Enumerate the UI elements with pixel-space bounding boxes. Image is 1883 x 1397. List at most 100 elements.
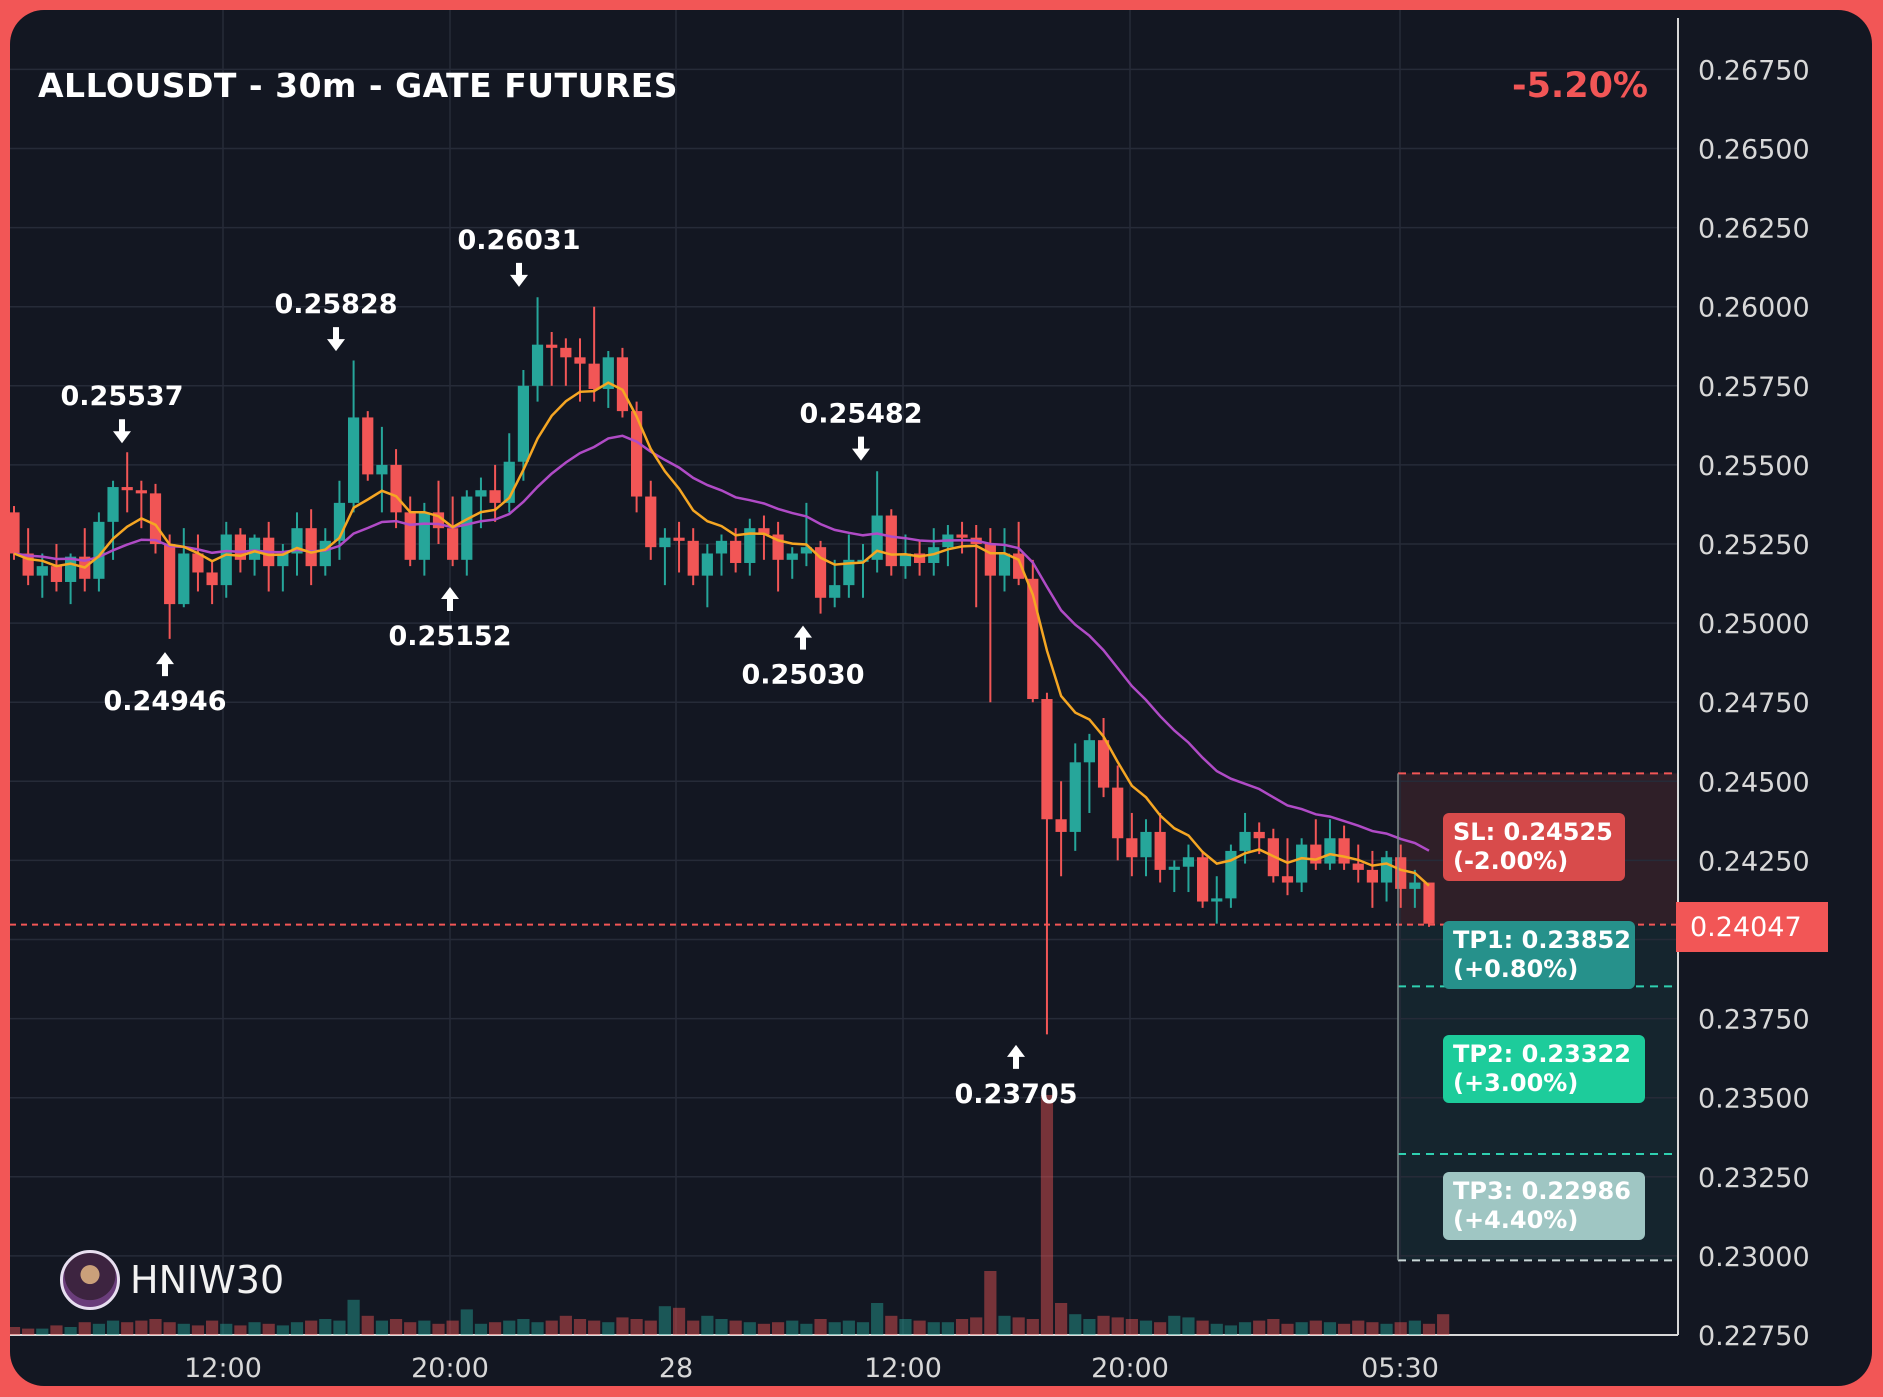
volume-bar	[1026, 1319, 1039, 1335]
trader-avatar-icon	[60, 1250, 120, 1310]
candle-body	[10, 512, 20, 554]
volume-bar	[899, 1319, 912, 1335]
down-arrow-icon	[510, 262, 528, 287]
up-arrow-icon	[156, 652, 174, 677]
volume-bar	[786, 1320, 799, 1335]
ema-slow-line	[13, 434, 1430, 852]
candle-body	[1338, 838, 1350, 864]
volume-bar	[106, 1320, 120, 1335]
candle-body	[1168, 866, 1180, 870]
candle-body	[687, 540, 699, 576]
y-tick-label: 0.26750	[1698, 55, 1810, 86]
candle-body	[1154, 831, 1166, 870]
volume-bar	[998, 1315, 1011, 1335]
candle-body	[475, 490, 487, 497]
volume-bar	[305, 1320, 318, 1335]
candle-body	[546, 344, 558, 348]
candle-body	[362, 417, 374, 475]
volume-bar	[460, 1309, 473, 1335]
volume-bar	[1182, 1317, 1195, 1335]
candle-body	[560, 347, 572, 358]
volume-bar	[333, 1320, 346, 1335]
volume-bar	[644, 1320, 657, 1335]
volume-bar	[503, 1320, 516, 1335]
swing-label: 0.25828	[275, 289, 398, 320]
volume-bar	[1408, 1320, 1421, 1335]
volume-bar	[474, 1323, 488, 1335]
volume-bar	[1352, 1320, 1365, 1335]
chart-frame: 0.26750 0.26500 0.26250 0.26000 0.25750 0.255…	[10, 10, 1872, 1386]
candle-body	[1211, 898, 1223, 902]
candle-body	[673, 537, 685, 541]
volume-bar	[1210, 1323, 1223, 1335]
volume-bar	[955, 1319, 969, 1335]
candle-body	[22, 553, 34, 576]
volume-bar	[1295, 1322, 1308, 1335]
volume-bar	[163, 1322, 176, 1335]
volume-bar	[78, 1322, 91, 1335]
volume-bar	[22, 1328, 35, 1335]
y-tick-label: 0.23750	[1698, 1005, 1810, 1036]
swing-label: 0.25537	[61, 381, 184, 412]
candle-body	[1324, 838, 1336, 864]
candle-body	[36, 566, 48, 576]
volume-bar	[871, 1303, 884, 1335]
up-arrow-icon	[1007, 1044, 1025, 1069]
candle-body	[149, 493, 162, 544]
volume-bar	[658, 1306, 671, 1335]
volume-bar	[729, 1320, 742, 1335]
candle-body	[1112, 787, 1124, 839]
volume-bar	[121, 1322, 134, 1335]
take-profit-2-percent: (+3.00%)	[1453, 1069, 1579, 1097]
volume-bar	[1012, 1317, 1025, 1335]
candle-body	[432, 512, 445, 529]
brand-watermark: HNIW30	[60, 1247, 284, 1313]
candle-body	[1310, 844, 1322, 864]
volume-bar	[1267, 1319, 1280, 1335]
swing-label: 0.25152	[389, 621, 512, 652]
take-profit-2-tag: TP2: 0.23322 (+3.00%)	[1443, 1035, 1645, 1103]
volume-bar	[1069, 1314, 1082, 1335]
volume-bar	[389, 1319, 403, 1335]
stop-loss-percent: (-2.00%)	[1453, 847, 1569, 875]
candle-body	[588, 363, 600, 389]
y-tick-label: 0.24500	[1698, 767, 1810, 798]
take-profit-1-value: TP1: 0.23852	[1453, 926, 1631, 954]
candle-body	[517, 385, 529, 462]
volume-bar	[885, 1315, 898, 1335]
candle-body	[1041, 699, 1053, 820]
volume-bar	[347, 1299, 360, 1335]
volume-bar	[1394, 1322, 1407, 1335]
candle-body	[1253, 831, 1265, 839]
volume-bar	[1380, 1323, 1393, 1335]
candle-body	[1366, 869, 1378, 883]
volume-bar	[10, 1327, 21, 1335]
volume-bar	[64, 1327, 77, 1335]
candle-body	[291, 528, 303, 554]
ema-fast-line	[13, 381, 1430, 887]
candle-body	[121, 487, 133, 491]
x-tick-label: 20:00	[411, 1353, 489, 1384]
volume-bar	[418, 1320, 431, 1335]
candle-body	[715, 540, 728, 554]
candle-body	[376, 464, 388, 475]
candle-body	[447, 528, 459, 560]
candle-body	[885, 515, 897, 567]
candle-body	[1395, 857, 1407, 889]
candle-body	[786, 553, 798, 560]
take-profit-3-value: TP3: 0.22986	[1453, 1177, 1631, 1205]
volume-bar	[687, 1320, 700, 1335]
candle-body	[659, 537, 671, 548]
volume-bar	[1168, 1315, 1181, 1335]
volume-bar	[559, 1315, 572, 1335]
volume-bar	[927, 1322, 940, 1335]
volume-bar	[984, 1271, 997, 1335]
swing-label: 0.25482	[800, 399, 923, 430]
down-arrow-icon	[113, 419, 131, 444]
volume-bar	[220, 1323, 233, 1335]
candle-body	[744, 528, 756, 563]
volume-bar	[432, 1323, 445, 1335]
volume-bar	[1139, 1320, 1153, 1335]
volume-bar	[1097, 1315, 1110, 1335]
y-tick-label: 0.23500	[1698, 1084, 1810, 1115]
